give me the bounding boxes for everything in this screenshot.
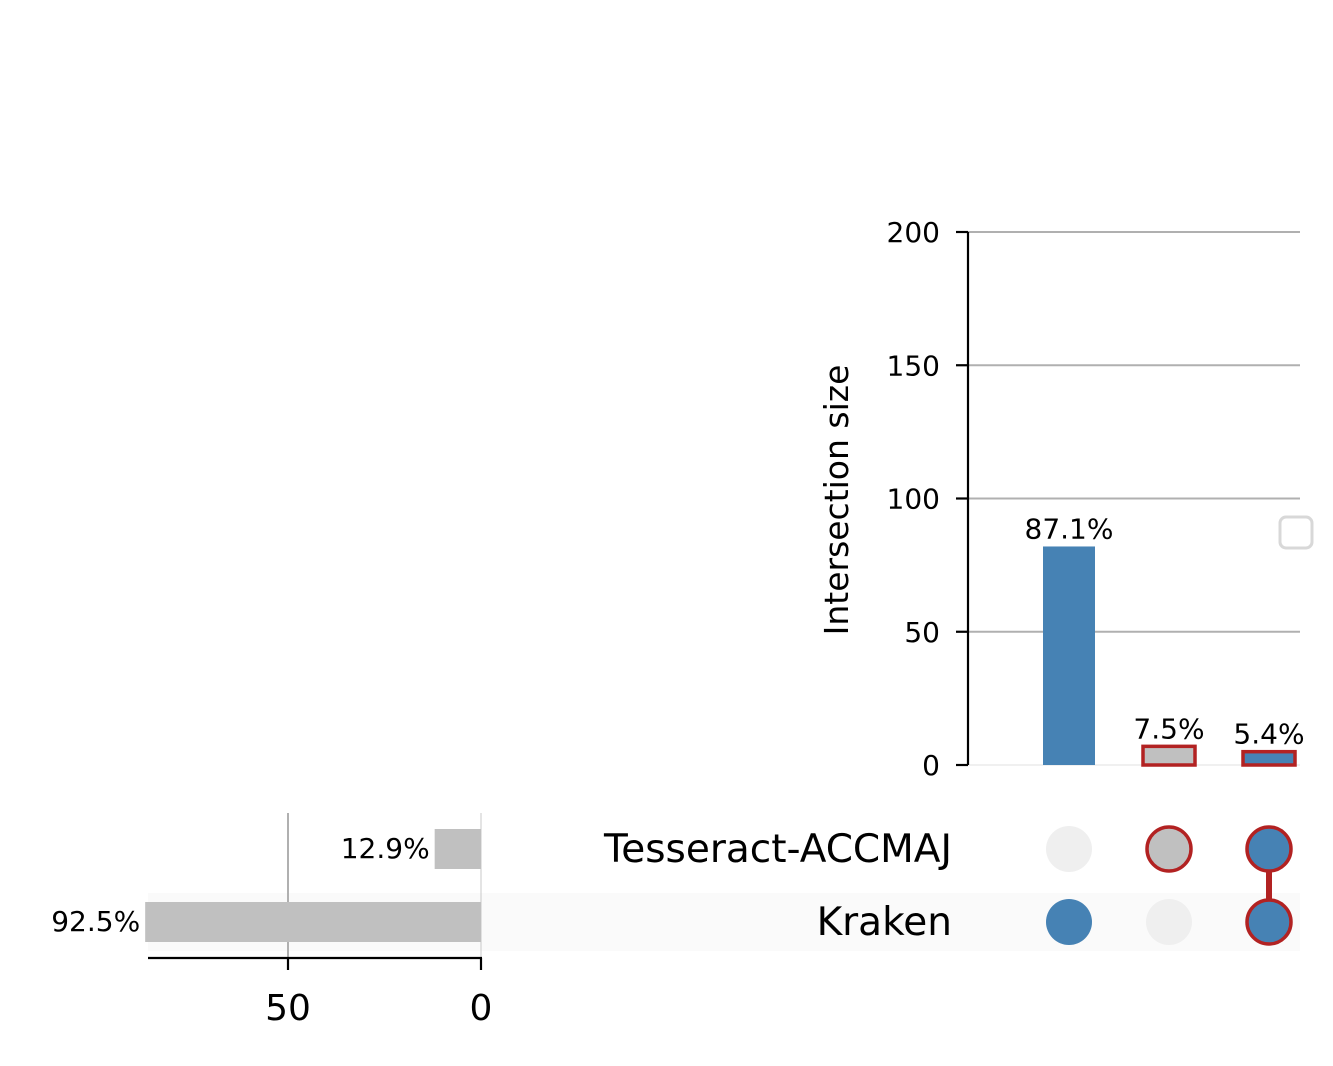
y-axis: 0 50 100 150 200 [887, 216, 970, 782]
set-name: Tesseract-ACCMAJ [603, 827, 952, 872]
y-tick-label: 150 [887, 349, 940, 382]
y-tick-label: 100 [887, 483, 940, 516]
y-tick-label: 0 [922, 749, 940, 782]
intersection-bar-label: 5.4% [1233, 718, 1304, 751]
y-tick-label: 200 [887, 216, 940, 249]
set-size-bars: 12.9% 92.5% [51, 813, 482, 957]
set-size-tick-label: 0 [470, 988, 493, 1029]
legend-box [1278, 515, 1314, 550]
y-tick-label: 50 [904, 616, 940, 649]
set-size-label: 12.9% [341, 832, 430, 865]
intersection-bar-labels: 87.1% 7.5% 5.4% [1025, 512, 1305, 750]
set-size-bar [145, 902, 481, 942]
intersection-bar-label: 87.1% [1025, 512, 1114, 545]
matrix-dot-inactive [1146, 899, 1192, 945]
set-size-label: 92.5% [51, 905, 140, 938]
matrix-dot-active [1046, 899, 1092, 945]
matrix-dot-inactive [1046, 826, 1092, 872]
matrix-dot-active [1245, 825, 1293, 873]
set-size-tick-label: 50 [265, 988, 311, 1029]
matrix-dot-active [1245, 898, 1293, 946]
set-names: Tesseract-ACCMAJ Kraken [603, 827, 952, 945]
set-size-bar [434, 829, 481, 869]
membership-matrix [1046, 825, 1293, 946]
intersection-bar [1241, 749, 1297, 767]
y-axis-label: Intersection size [817, 365, 856, 636]
intersection-bar [1043, 546, 1095, 765]
set-size-x-axis: 50 0 [148, 956, 493, 1029]
intersection-bars [1043, 546, 1297, 767]
intersection-bar-label: 7.5% [1133, 712, 1204, 745]
intersection-bar [1141, 744, 1197, 767]
legend [1278, 515, 1314, 550]
y-gridlines [968, 231, 1300, 766]
set-name: Kraken [817, 900, 952, 945]
matrix-dot-active [1145, 825, 1193, 873]
